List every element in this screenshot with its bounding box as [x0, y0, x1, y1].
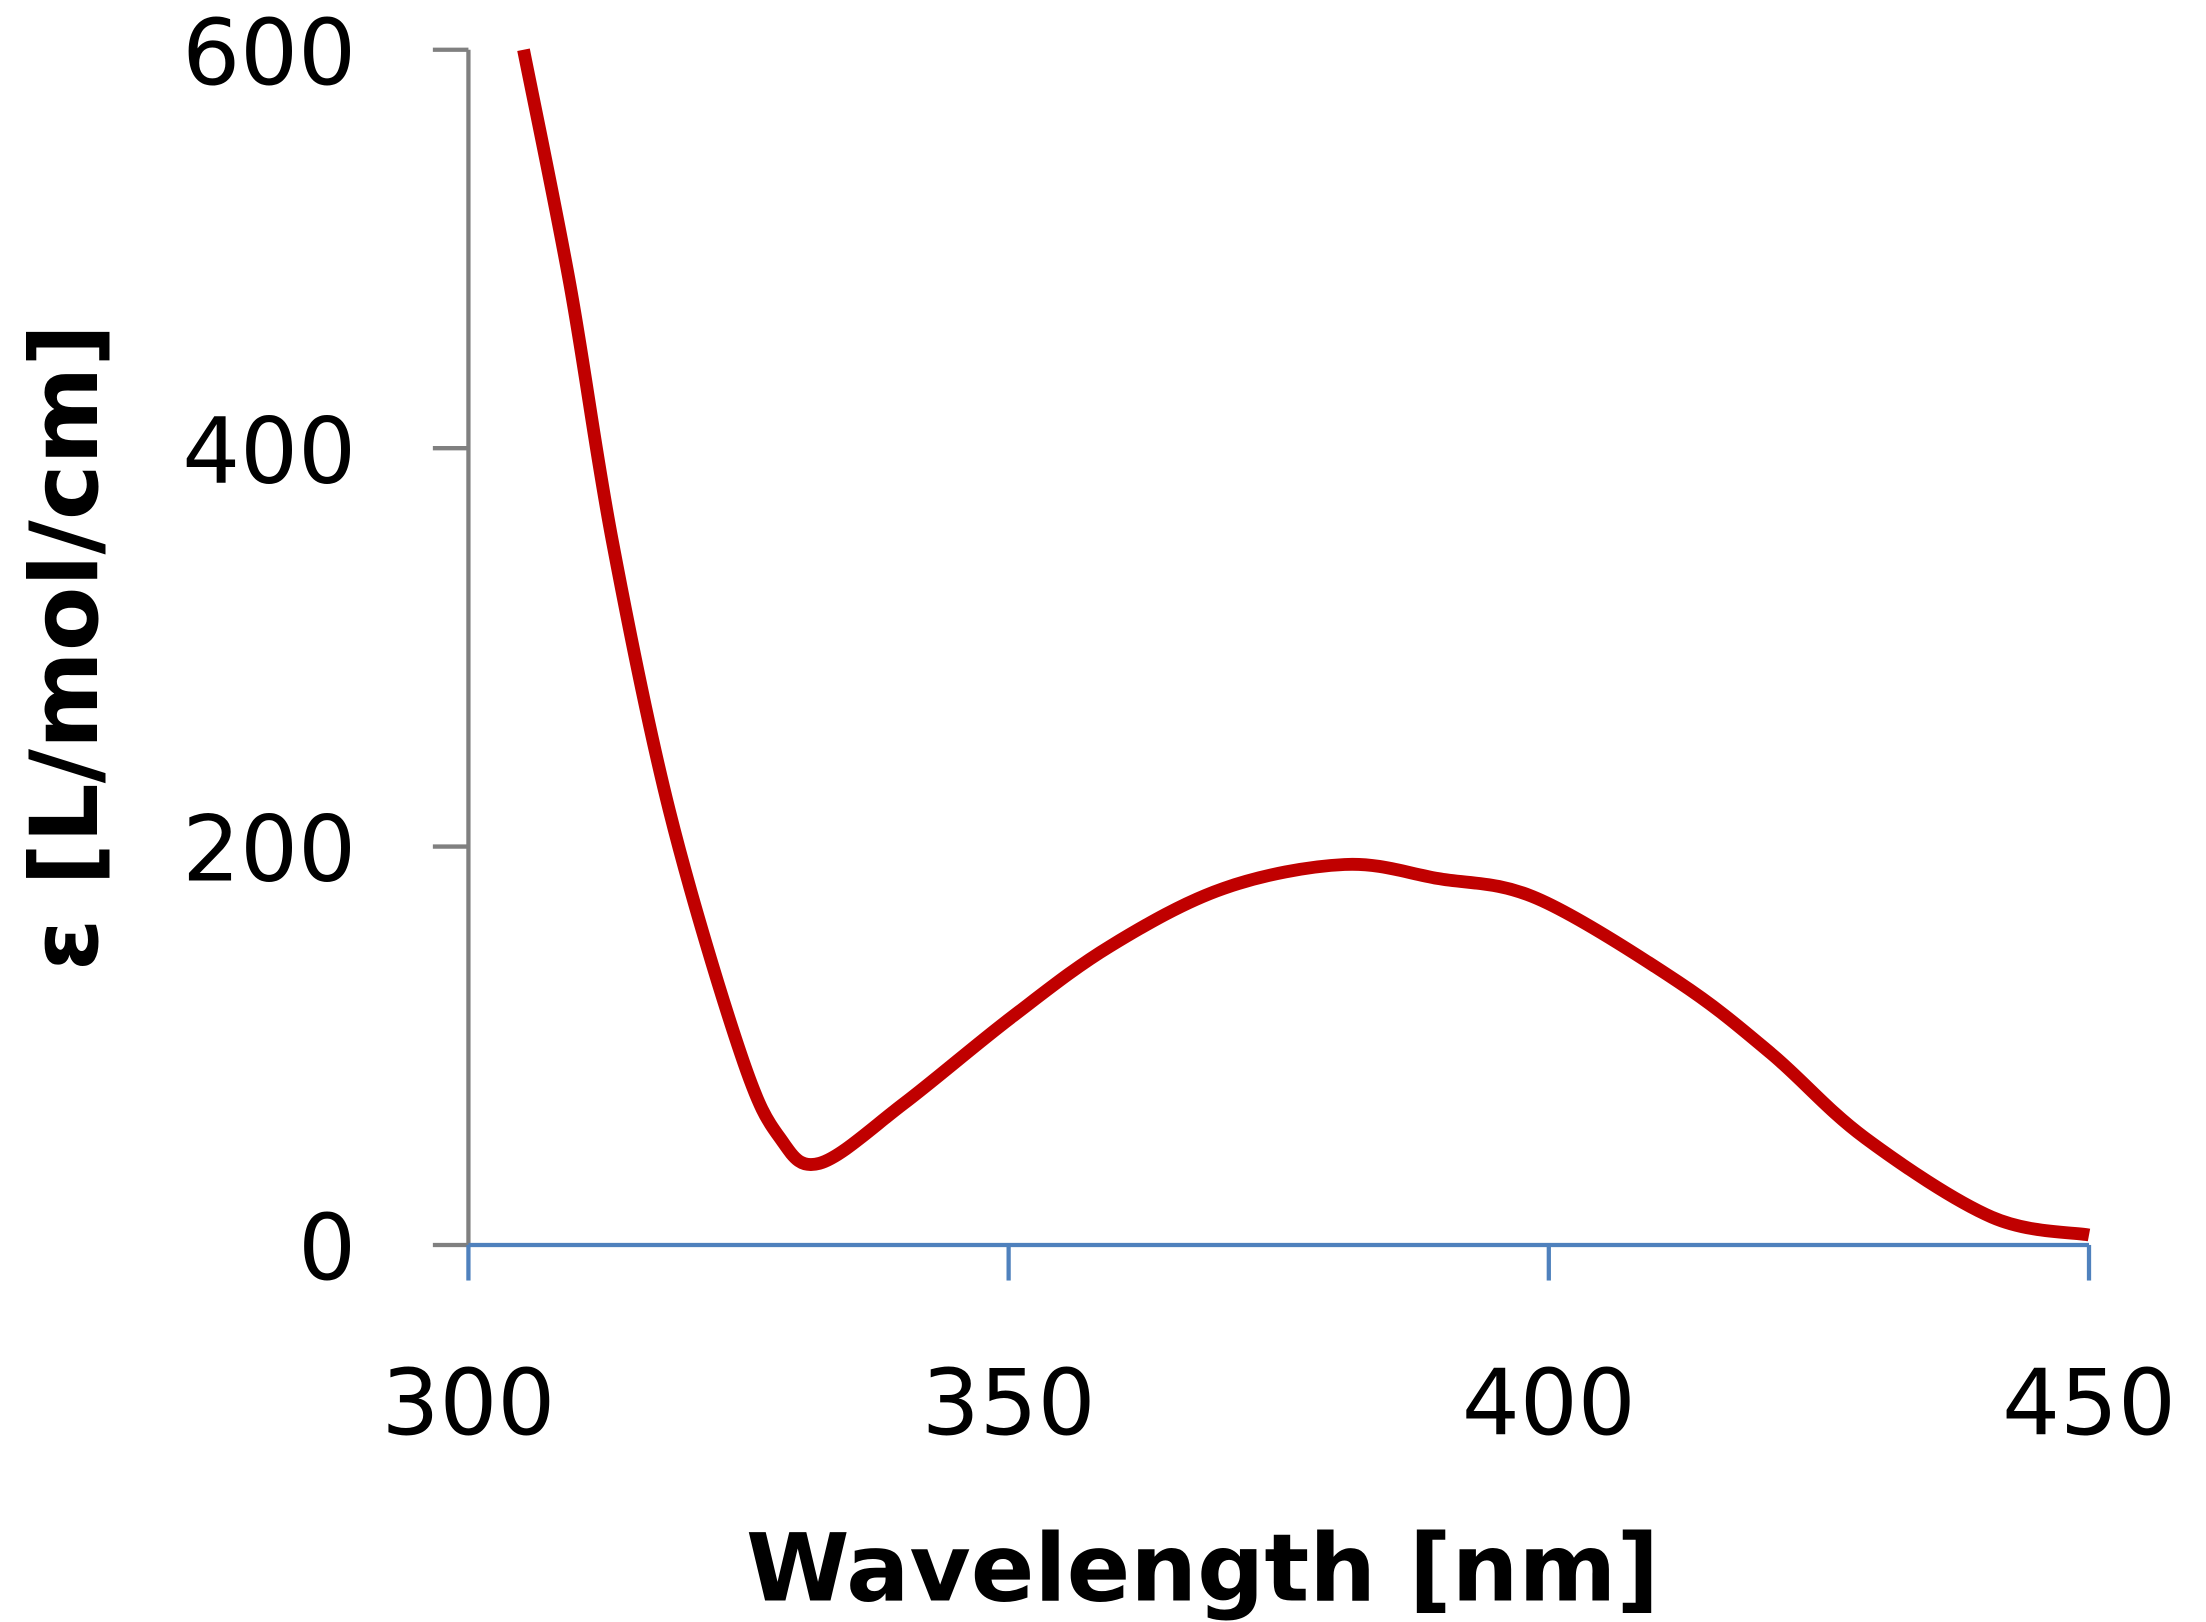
y-tick-label: 600	[182, 0, 356, 106]
x-tick-label: 450	[2002, 1350, 2176, 1456]
series-line	[517, 48, 2091, 1242]
axes: 0 200 400 600 300 350 400 450	[182, 0, 2176, 1456]
y-axis-label: ε [L/mol/cm]	[11, 324, 120, 971]
y-tick-label: 400	[182, 398, 356, 504]
plot-area	[517, 48, 2091, 1242]
y-tick-label: 200	[182, 797, 356, 903]
x-axis-label: Wavelength [nm]	[746, 1515, 1659, 1622]
y-tick-label: 0	[298, 1195, 356, 1301]
x-tick-label: 350	[922, 1350, 1096, 1456]
x-tick-label: 300	[382, 1350, 556, 1456]
x-tick-label: 400	[1462, 1350, 1636, 1456]
